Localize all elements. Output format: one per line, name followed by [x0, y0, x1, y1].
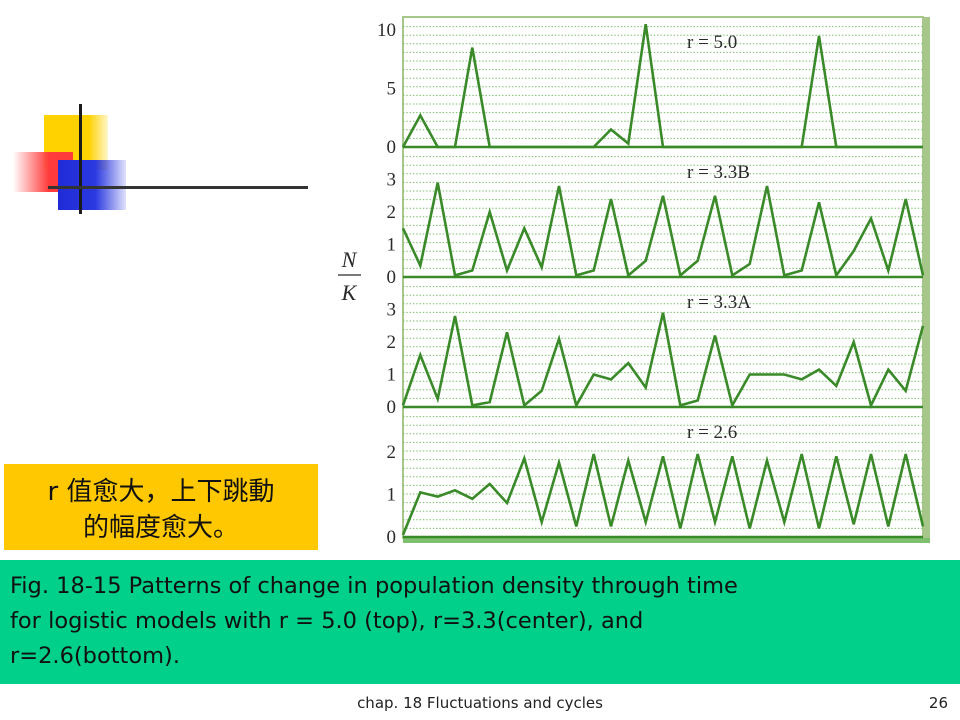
y-axis-label-numerator: N	[341, 247, 358, 272]
series-line	[401, 312, 925, 410]
caption-line-3: r=2.6(bottom).	[10, 643, 180, 669]
y-tick-label: 2	[387, 442, 397, 463]
chart-frame-right-bar	[923, 17, 930, 540]
panel-label: r = 5.0	[687, 32, 737, 53]
y-tick-label: 0	[387, 137, 397, 158]
y-tick-label: 5	[387, 79, 397, 100]
note-line-2: 的幅度愈大。	[82, 513, 239, 543]
panel-label: r = 2.6	[687, 422, 737, 443]
decor-horizontal-line	[48, 186, 308, 189]
y-tick-label: 3	[387, 300, 397, 321]
y-tick-label: 1	[387, 365, 397, 386]
y-tick-label: 2	[387, 202, 397, 223]
series-line	[401, 24, 923, 149]
series-line	[401, 453, 925, 536]
caption-line-2: for logistic models with r = 5.0 (top), …	[10, 608, 644, 634]
decor-blue-square	[58, 160, 126, 210]
decor-vertical-line	[79, 104, 82, 214]
y-tick-label: 1	[387, 235, 397, 256]
caption-line-1: Fig. 18-15 Patterns of change in populat…	[10, 573, 738, 599]
page-number: 26	[928, 694, 948, 712]
y-tick-label: 0	[387, 267, 397, 288]
chart-frame-bottom-bar	[403, 538, 930, 543]
series-line	[401, 182, 925, 279]
note-box: r 值愈大，上下跳動 的幅度愈大。	[4, 464, 318, 550]
y-tick-label: 1	[387, 485, 397, 506]
y-tick-label: 10	[377, 20, 396, 41]
footer-title: chap. 18 Fluctuations and cycles	[357, 694, 603, 712]
note-line-1: r 值愈大，上下跳動	[47, 477, 275, 507]
panel-label: r = 3.3A	[687, 292, 751, 313]
y-tick-label: 2	[387, 332, 397, 353]
population-chart: 0 5 10 r = 5.0 0 1 2 3 r = 3.3B 0 1 2 3 r = 3.3A 0 1 2 r …	[338, 16, 930, 548]
panel-label: r = 3.3B	[687, 162, 750, 183]
y-axis-label-denominator: K	[341, 280, 358, 305]
figure-caption: Fig. 18-15 Patterns of change in populat…	[0, 560, 960, 684]
y-tick-label: 0	[387, 527, 397, 548]
y-tick-label: 3	[387, 170, 397, 191]
y-tick-label: 0	[387, 397, 397, 418]
